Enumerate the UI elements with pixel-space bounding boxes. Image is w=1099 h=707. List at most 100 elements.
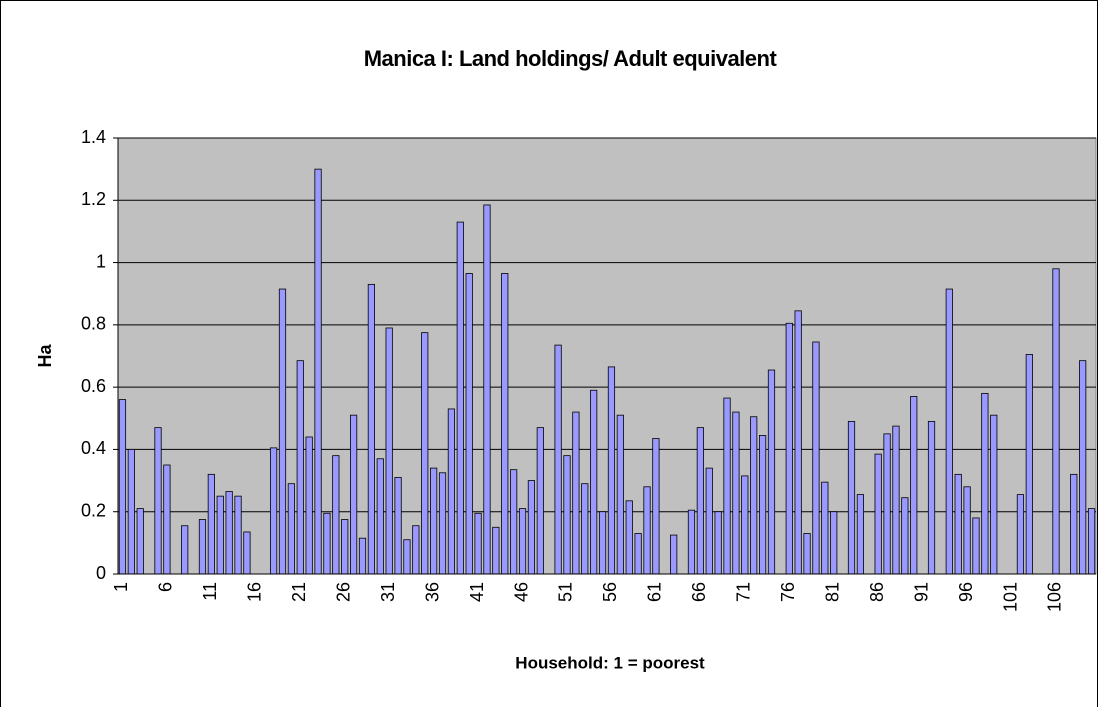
bar (438, 472, 447, 575)
bar (803, 533, 811, 575)
bar (323, 512, 331, 575)
bar (687, 509, 696, 575)
bar (163, 464, 171, 575)
x-tick-label: 41 (467, 582, 487, 602)
bar (874, 453, 882, 575)
bar (403, 539, 411, 575)
bar (945, 288, 953, 575)
x-tick-label: 71 (734, 582, 754, 602)
x-tick-label: 31 (378, 582, 398, 602)
bar (305, 436, 313, 575)
chart-title: Manica I: Land holdings/ Adult equivalen… (364, 46, 778, 71)
x-tick-label: 26 (333, 582, 353, 602)
bar (332, 455, 340, 575)
x-tick-label: 46 (511, 582, 531, 602)
x-tick-label: 61 (645, 582, 665, 602)
bar (1052, 268, 1060, 575)
bar (794, 310, 802, 575)
bar (910, 396, 918, 575)
bar (198, 519, 207, 575)
bar (367, 283, 375, 575)
x-tick-label: 91 (911, 582, 931, 602)
bar (350, 414, 358, 575)
bar (732, 411, 740, 575)
bar (590, 389, 598, 575)
bar (767, 369, 776, 575)
bar (723, 397, 731, 575)
bar (527, 480, 536, 575)
bar (652, 438, 660, 575)
x-tick-label: 86 (867, 582, 887, 602)
bar (234, 495, 242, 575)
bar (758, 435, 767, 575)
bar (447, 408, 456, 575)
bar (296, 360, 304, 575)
bar (785, 322, 793, 575)
bar (1070, 473, 1078, 575)
bar (990, 414, 998, 575)
x-axis-label: Household: 1 = poorest (515, 653, 705, 672)
bar (465, 273, 473, 575)
x-tick-label: 11 (200, 582, 220, 601)
bar (954, 473, 962, 575)
bar (154, 427, 162, 575)
bar (856, 494, 864, 575)
x-tick-label: 21 (289, 582, 309, 602)
bar (705, 467, 713, 575)
bar (536, 427, 544, 575)
x-tick-label: 16 (245, 582, 265, 602)
bar (616, 414, 624, 575)
bar (376, 458, 384, 575)
bar (430, 467, 438, 575)
bar (1025, 354, 1033, 575)
bar (812, 341, 820, 575)
bar (901, 497, 909, 575)
y-tick-label: 0.2 (81, 500, 106, 520)
bar (385, 327, 393, 575)
bar (474, 512, 482, 575)
bar (607, 366, 616, 575)
y-axis-label: Ha (35, 344, 55, 368)
bar (927, 420, 936, 575)
x-tick-label: 76 (778, 582, 798, 602)
bar (821, 481, 829, 575)
bar (634, 533, 642, 575)
bar (456, 221, 464, 575)
bar (341, 519, 349, 575)
bar (625, 500, 633, 575)
y-tick-label: 0 (96, 563, 106, 583)
bar (892, 425, 900, 575)
y-tick-label: 1.2 (81, 189, 106, 209)
bar (750, 416, 758, 575)
bar (412, 525, 420, 575)
y-tick-label: 1.4 (81, 127, 106, 147)
bar (269, 447, 278, 575)
bar (1079, 360, 1087, 575)
bar (883, 433, 891, 575)
y-tick-label: 0.6 (81, 376, 106, 396)
x-tick-label: 81 (822, 582, 842, 602)
bar (358, 537, 367, 575)
bar (278, 288, 287, 575)
bar (643, 486, 651, 575)
bar (1087, 508, 1096, 575)
bar (501, 273, 509, 575)
bar (963, 486, 971, 575)
bar (714, 511, 722, 575)
bar (287, 483, 295, 575)
x-tick-label: 36 (422, 582, 442, 602)
bar (518, 508, 527, 575)
bar (492, 526, 500, 575)
bar (1016, 494, 1025, 575)
bar (572, 411, 580, 575)
bar (225, 491, 233, 575)
x-tick-label: 101 (1000, 582, 1020, 612)
bar (830, 511, 838, 575)
bar (314, 168, 322, 575)
x-tick-label: 106 (1045, 582, 1065, 612)
bar (510, 469, 518, 575)
x-tick-label: 66 (689, 582, 709, 602)
bar (483, 204, 491, 575)
bar (127, 449, 135, 575)
bar (670, 534, 678, 575)
